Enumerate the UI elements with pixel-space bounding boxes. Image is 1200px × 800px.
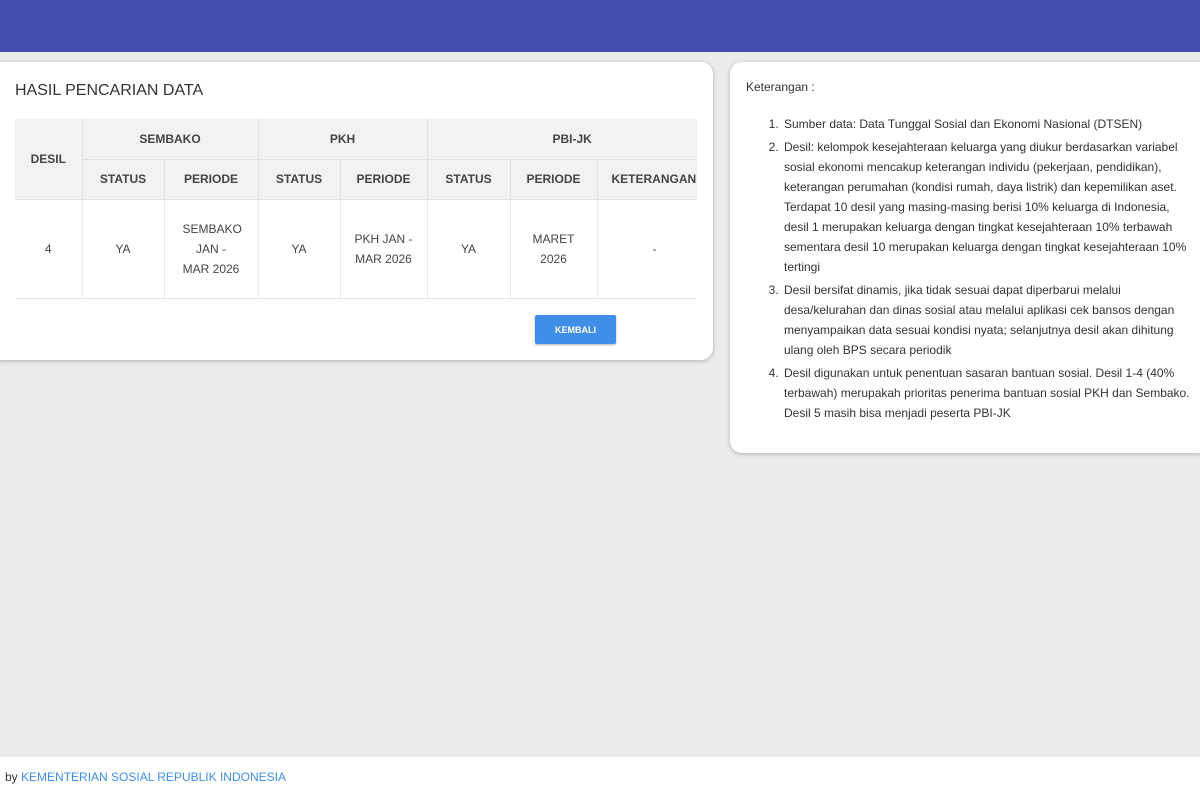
cell-pbi-periode: MARET 2026 [510,199,598,299]
notes-list: Sumber data: Data Tunggal Sosial dan Eko… [782,114,1194,423]
header-pkh: PKH [258,119,428,160]
ministry-link[interactable]: KEMENTERIAN SOSIAL REPUBLIK INDONESIA [21,770,286,784]
cell-pbi-status: YA [427,199,511,299]
header-sembako: SEMBAKO [82,119,259,160]
subheader-status: STATUS [427,159,511,200]
search-result-card: HASIL PENCARIAN DATA DESIL SEMBAKO PKH P… [0,62,713,360]
subheader-periode: PERIODE [340,159,428,200]
notes-title: Keterangan : [746,80,815,94]
note-item: Desil: kelompok kesejahteraan keluarga y… [782,137,1194,277]
cell-sembako-status: YA [82,199,165,299]
cell-desil: 4 [15,199,83,299]
header-pbi-jk: PBI-JK [427,119,697,160]
table-row: 4 YA SEMBAKO JAN - MAR 2026 YA PKH JAN -… [15,199,697,299]
note-item: Desil bersifat dinamis, jika tidak sesua… [782,280,1194,360]
cell-sembako-periode: SEMBAKO JAN - MAR 2026 [164,199,259,299]
result-table-scroll[interactable]: DESIL SEMBAKO PKH PBI-JK STATUS PERIODE … [15,119,697,299]
cell-keterangan: - [597,199,697,299]
top-header-bar [0,0,1200,52]
result-table: DESIL SEMBAKO PKH PBI-JK STATUS PERIODE … [15,119,697,299]
subheader-periode: PERIODE [164,159,259,200]
cell-pkh-periode: PKH JAN - MAR 2026 [340,199,428,299]
back-button[interactable]: KEMBALI [535,315,616,344]
notes-card: Keterangan : Sumber data: Data Tunggal S… [730,62,1200,453]
page-title: HASIL PENCARIAN DATA [15,82,204,99]
footer-prefix: by [5,770,22,784]
subheader-status: STATUS [82,159,165,200]
header-desil: DESIL [15,119,83,200]
cell-pkh-status: YA [258,199,341,299]
footer: by KEMENTERIAN SOSIAL REPUBLIK INDONESIA [0,757,1200,800]
note-item: Sumber data: Data Tunggal Sosial dan Eko… [782,114,1194,134]
subheader-periode: PERIODE [510,159,598,200]
subheader-keterangan: KETERANGAN [597,159,697,200]
subheader-status: STATUS [258,159,341,200]
note-item: Desil digunakan untuk penentuan sasaran … [782,363,1194,423]
